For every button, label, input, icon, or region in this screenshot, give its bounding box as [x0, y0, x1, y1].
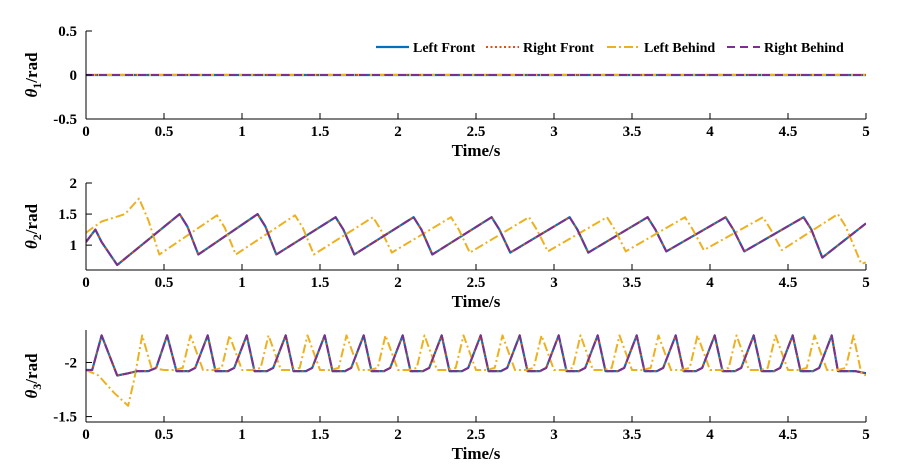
x-tick-label: 2 [394, 124, 402, 140]
y-tick-label: 0 [70, 68, 78, 84]
x-tick-label: 1 [238, 124, 246, 140]
y-tick-label: 1 [70, 238, 78, 254]
y-tick-label: -2 [65, 355, 78, 371]
x-tick-label: 1 [238, 427, 246, 443]
x-tick-label: 0.5 [155, 275, 174, 291]
x-tick-label: 3 [550, 427, 558, 443]
legend-label: Left Behind [644, 41, 715, 56]
x-tick-label: 2.5 [467, 124, 486, 140]
x-tick-label: 3.5 [623, 275, 642, 291]
x-tick-label: 1 [238, 275, 246, 291]
x-tick-label: 4 [706, 124, 714, 140]
x-tick-label: 4.5 [779, 275, 798, 291]
x-axis-label: Time/s [452, 444, 501, 463]
series-group-theta3 [86, 334, 866, 407]
legend-item-right-behind: Right Behind [727, 41, 844, 56]
legend-label: Left Front [413, 41, 476, 56]
x-tick-label: 0 [82, 427, 90, 443]
x-tick-label: 2.5 [467, 427, 486, 443]
x-tick-label: 3 [550, 275, 558, 291]
x-tick-label: 4 [706, 427, 714, 443]
y-axis-label: θ3/rad [22, 353, 44, 399]
series-line-right-front [86, 213, 866, 266]
chart-panel-theta1: 0 0.5 1 1.5 2 2.5 3 3.5 4 4.5 5 -0.5 0 0.5 Time/s θ1/ra… [22, 24, 870, 160]
series-line-right-behind [86, 213, 866, 266]
series-line-right-behind [86, 334, 866, 377]
x-tick-label: 0 [82, 124, 90, 140]
x-tick-label: 3 [550, 124, 558, 140]
legend-item-left-front: Left Front [376, 41, 476, 56]
x-tick-label: 4.5 [779, 124, 798, 140]
legend-item-right-front: Right Front [486, 41, 594, 56]
x-tick-label: 1.5 [311, 275, 330, 291]
x-tick-label: 5 [862, 124, 870, 140]
series-line-left-front [86, 213, 866, 267]
x-tick-label: 2.5 [467, 275, 486, 291]
x-tick-label: 3.5 [623, 124, 642, 140]
x-tick-label: 4 [706, 275, 714, 291]
x-tick-label: 2 [394, 427, 402, 443]
x-tick-label: 1.5 [311, 124, 330, 140]
x-tick-label: 1.5 [311, 427, 330, 443]
x-tick-label: 2 [394, 275, 402, 291]
y-tick-label: 0.5 [58, 24, 77, 40]
x-tick-label: 4.5 [779, 427, 798, 443]
x-tick-label: 5 [862, 427, 870, 443]
legend-item-left-behind: Left Behind [607, 41, 715, 56]
y-axis-label: θ1/rad [22, 52, 44, 98]
x-axis-label: Time/s [452, 141, 501, 160]
x-axis-label: Time/s [452, 292, 501, 311]
chart-panel-theta2: 0 0.5 1 1.5 2 2.5 3 3.5 4 4.5 5 1 1.5 2 Time/s θ2/rad [22, 176, 870, 311]
legend-label: Right Front [523, 41, 594, 56]
legend-label: Right Behind [764, 41, 844, 56]
y-axis-label: θ2/rad [22, 203, 44, 249]
y-tick-label: -0.5 [53, 112, 77, 128]
series-line-left-behind [86, 197, 866, 265]
y-tick-label: 2 [70, 176, 78, 192]
y-tick-label: -1.5 [53, 410, 77, 426]
x-tick-label: 0 [82, 275, 90, 291]
x-tick-label: 0.5 [155, 124, 174, 140]
series-group-theta2 [86, 197, 866, 267]
x-tick-label: 3.5 [623, 427, 642, 443]
x-tick-label: 0.5 [155, 427, 174, 443]
legend: Left Front Right Front Left Behind Right Be… [376, 41, 844, 56]
chart-panel-theta3: 0 0.5 1 1.5 2 2.5 3 3.5 4 4.5 5 -2 -1.5 Time/s θ3/rad [22, 330, 870, 463]
y-tick-label: 1.5 [58, 207, 77, 223]
x-tick-label: 5 [862, 275, 870, 291]
